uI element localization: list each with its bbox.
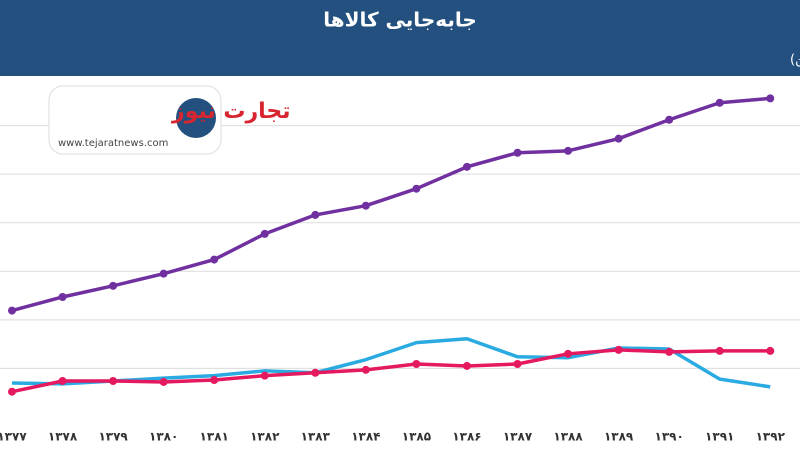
point <box>766 94 775 103</box>
point <box>665 347 674 356</box>
logo-text: تجارت نیوز <box>171 99 291 124</box>
point <box>564 146 573 155</box>
point <box>665 115 674 124</box>
x-tick-label: ۱۳۸۸ <box>553 430 583 444</box>
point <box>311 210 320 219</box>
point <box>513 148 522 157</box>
x-tick-label: ۱۳۹۰ <box>655 430 684 444</box>
chart-subtitle: روند حمل و نقل کالاهای جابه‌جا شده در بخ… <box>790 52 800 68</box>
point <box>159 269 168 278</box>
point <box>513 360 522 369</box>
series-line <box>11 96 771 313</box>
point <box>159 377 168 386</box>
point <box>210 376 219 385</box>
point <box>361 201 370 210</box>
series-line <box>11 348 771 394</box>
point <box>412 360 421 369</box>
series-line <box>11 337 771 389</box>
x-tick-label: ۱۳۷۷ <box>0 430 27 444</box>
point <box>8 387 16 396</box>
x-tick-label: ۱۳۸۷ <box>503 430 533 444</box>
logo: تجارت نیوز www.tejaratnews.com <box>48 85 291 155</box>
x-tick-label: ۱۳۸۶ <box>452 430 481 444</box>
point <box>715 346 724 355</box>
x-tick-label: ۱۳۸۹ <box>604 430 634 444</box>
point <box>462 162 471 171</box>
point <box>564 349 573 358</box>
logo-box <box>48 85 222 155</box>
point <box>260 371 269 380</box>
x-tick-label: ۱۳۹۱ <box>705 430 734 444</box>
point <box>210 255 219 264</box>
x-tick-label: ۱۳۸۳ <box>301 430 331 444</box>
x-tick-label: ۱۳۷۹ <box>98 430 128 444</box>
logo-icon <box>176 98 216 138</box>
header-band <box>0 0 800 76</box>
point <box>58 292 67 301</box>
point <box>462 361 471 370</box>
point <box>8 306 16 315</box>
point <box>58 377 67 386</box>
x-tick-label: ۱۳۹۲ <box>756 430 786 444</box>
x-tick-label: ۱۳۸۴ <box>351 430 380 444</box>
x-tick-label: ۱۳۸۲ <box>250 430 280 444</box>
point <box>715 98 724 107</box>
x-tick-label: ۱۳۷۸ <box>48 430 78 444</box>
point <box>361 365 370 374</box>
point <box>614 345 623 354</box>
logo-url: www.tejaratnews.com <box>58 138 168 149</box>
x-tick-label: ۱۳۸۰ <box>149 430 178 444</box>
point <box>412 184 421 193</box>
plot-area: ۱۳۷۷ ۱۳۷۸ ۱۳۷۹ ۱۳۸۰ ۱۳۸۱ ۱۳۸۲ ۱۳۸۳ ۱۳۸۴ ۱۳۸۵ ۱۳۸۶… <box>0 94 800 444</box>
x-tick-label: ۱۳۸۵ <box>402 430 431 444</box>
point <box>311 368 320 377</box>
x-tick-label: ۱۳۸۱ <box>200 430 229 444</box>
point <box>109 377 118 386</box>
point <box>109 281 118 290</box>
chart-title: جابه‌جایی کالاها <box>323 8 477 32</box>
point <box>614 134 623 143</box>
point <box>260 229 269 238</box>
point <box>766 346 775 355</box>
